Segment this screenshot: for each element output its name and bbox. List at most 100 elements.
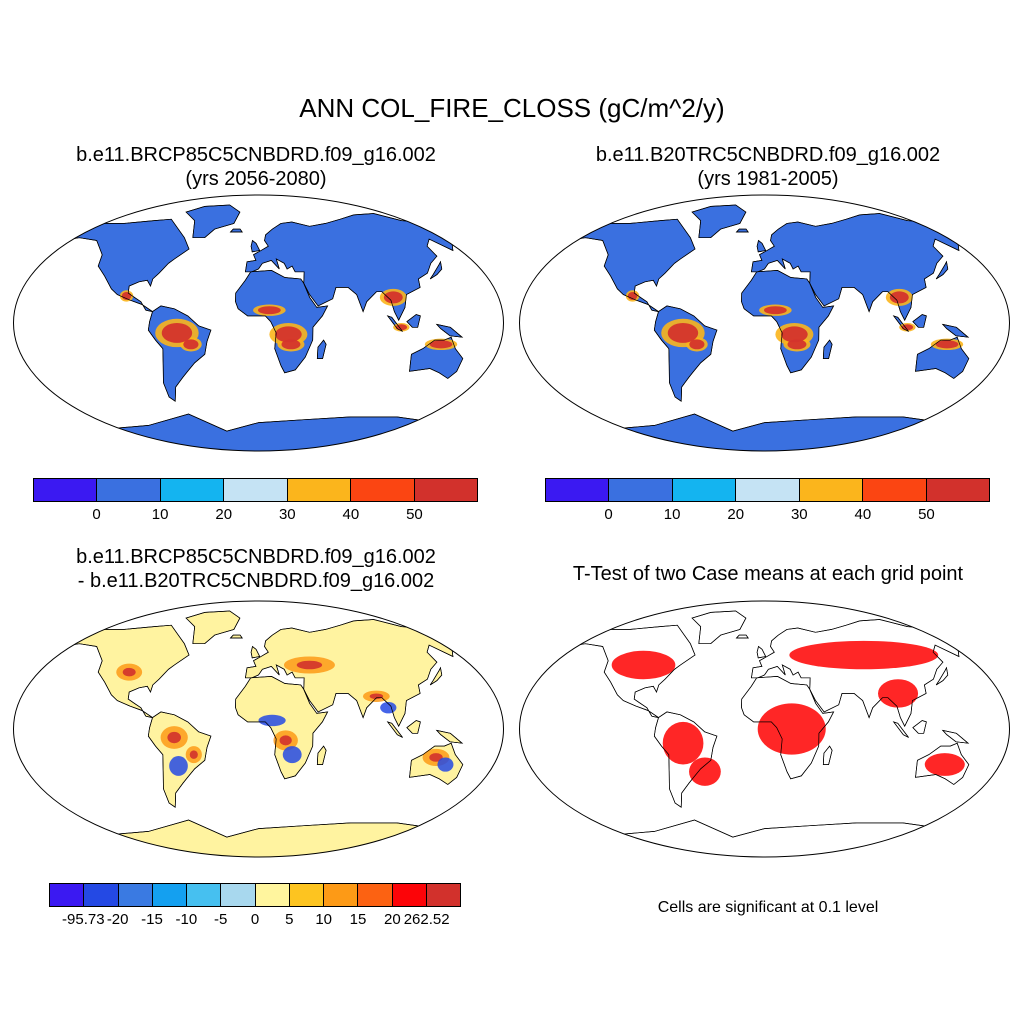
colorbar-control-tick-label: 30 — [790, 506, 808, 523]
fire-region-high — [787, 339, 807, 350]
significance-note: Cells are significant at 0.1 level — [657, 899, 879, 916]
colorbar-difference-tick-label: 15 — [349, 911, 367, 928]
coastline-japan — [935, 666, 949, 686]
colorbar-case-tick-label: 30 — [278, 506, 296, 523]
coastline-japan — [429, 666, 443, 686]
colorbar-difference-box-3 — [152, 884, 187, 906]
colorbar-difference-ticks: -95.73 -20 -15 -10 -5 0 5 10 15 20 262.52 — [49, 911, 461, 931]
fire-change-large-increase — [296, 660, 323, 670]
fire-region-high — [383, 291, 403, 304]
colorbar-case-box-1 — [97, 479, 161, 501]
panel-title-difference: b.e11.BRCP85C5CNBDRD.f09_g16.002 - b.e11… — [0, 545, 512, 593]
significant-cells — [789, 640, 939, 670]
colorbar-control-tick-label: 0 — [604, 506, 613, 523]
colorbar-difference-box-0 — [50, 884, 85, 906]
coastline-eurasia — [750, 619, 973, 727]
coastline-northAmerica — [565, 218, 696, 312]
fire-region-high — [161, 323, 193, 343]
fire-change-large-increase — [167, 731, 181, 744]
significant-cells — [689, 757, 721, 786]
coastline-iceland — [735, 634, 749, 639]
panel-title-case-line2: (yrs 2056-2080) — [185, 168, 327, 190]
significant-cells — [924, 753, 965, 776]
coastline-greenland — [185, 204, 241, 239]
coastline-australia — [409, 742, 464, 785]
coastline-eurasia — [750, 213, 973, 321]
coastline-northAmerica — [59, 218, 190, 312]
colorbar-difference-tick-label: -20 — [106, 911, 129, 928]
colorbar-difference-box-9 — [358, 884, 393, 906]
coastline-africa — [235, 676, 329, 780]
fire-region-high — [183, 339, 199, 350]
colorbar-difference-tick-label: -95.73 — [62, 911, 105, 928]
coastline-eurasia — [244, 619, 467, 727]
coastline-southAmerica — [653, 305, 718, 402]
significant-cells — [878, 679, 919, 708]
colorbar-difference-box-8 — [324, 884, 359, 906]
fire-region-high — [763, 306, 787, 315]
coastline-eurasia — [244, 213, 467, 321]
coastline-greatBritain — [250, 239, 261, 253]
coastline-sumatra — [892, 721, 909, 738]
colorbar-difference-tick-label: 10 — [315, 911, 332, 928]
coastline-sumatra — [386, 721, 403, 738]
coastline-sumatra — [892, 315, 909, 332]
colorbar-difference — [49, 883, 461, 907]
fire-change-large-increase — [189, 750, 198, 759]
map-panel-control — [519, 194, 1010, 452]
panel-title-difference-line2: - b.e11.B20TRC5CNBDRD.f09_g16.002 — [77, 570, 435, 592]
coastline-newGuinea — [941, 323, 970, 338]
fire-region-high — [429, 340, 453, 349]
map-frame-outline — [13, 600, 504, 858]
colorbar-case-box-6 — [414, 479, 477, 501]
colorbar-difference-tick-label: 20 — [383, 911, 401, 928]
coastline-sumatra — [386, 315, 403, 332]
colorbar-difference-tick-label: 0 — [250, 911, 260, 928]
panel-title-case: b.e11.BRCP85C5CNBDRD.f09_g16.002 (yrs 20… — [0, 143, 512, 191]
fire-region-high — [781, 326, 808, 343]
map-frame-outline — [13, 194, 504, 452]
colorbar-control-box-5 — [863, 479, 927, 501]
colorbar-case-box-4 — [287, 479, 352, 501]
colorbar-difference-box-5 — [221, 884, 256, 906]
coastline-africa — [741, 270, 835, 374]
panel-title-case-line1: b.e11.BRCP85C5CNBDRD.f09_g16.002 — [76, 144, 436, 166]
colorbar-control-tick-label: 10 — [663, 506, 681, 523]
fire-region-high — [667, 323, 699, 343]
fire-change-large-increase — [429, 753, 443, 762]
coastline-australia — [915, 742, 970, 785]
colorbar-difference-tick-label: 5 — [285, 911, 294, 928]
colorbar-control-box-1 — [609, 479, 673, 501]
fire-region-high — [935, 340, 959, 349]
coastline-greenland — [185, 610, 241, 645]
coastline-southAmerica — [653, 711, 718, 808]
colorbar-case-box-3 — [224, 479, 288, 501]
colorbar-difference-box-10 — [392, 884, 427, 906]
fire-change-decrease — [258, 714, 286, 727]
fire-region-high — [257, 306, 281, 315]
fire-change-decrease — [437, 757, 454, 772]
colorbar-case-tick-label: 20 — [215, 506, 233, 523]
coastline-greatBritain — [756, 645, 767, 659]
coastline-southAmerica — [147, 305, 212, 402]
coastline-japan — [429, 260, 443, 280]
colorbar-case-tick-label: 50 — [406, 506, 423, 523]
map-panel-difference — [13, 600, 504, 858]
colorbar-control-box-3 — [736, 479, 800, 501]
fire-region-high — [689, 339, 705, 350]
coastline-iceland — [735, 228, 749, 233]
coastline-northAmerica — [59, 624, 190, 718]
coastline-australia — [915, 336, 970, 379]
coastline-iceland — [229, 634, 243, 639]
colorbar-difference-tick-label: -5 — [213, 911, 228, 928]
colorbar-control-box-0 — [546, 479, 610, 501]
fire-change-decrease — [282, 746, 302, 764]
coastline-newGuinea — [435, 323, 464, 338]
colorbar-difference-box-2 — [118, 884, 153, 906]
colorbar-difference-box-6 — [255, 884, 290, 906]
fire-region-high — [889, 291, 909, 304]
colorbar-difference-box-1 — [84, 884, 119, 906]
colorbar-case-tick-label: 0 — [92, 506, 101, 523]
coastline-borneo — [912, 720, 927, 734]
colorbar-case-tick-label: 40 — [342, 506, 360, 523]
